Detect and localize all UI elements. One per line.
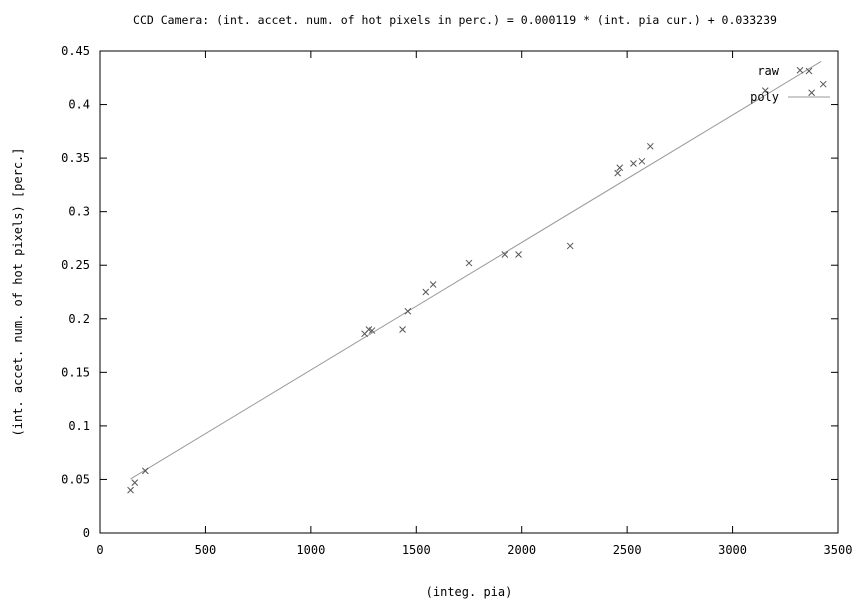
x-tick-label: 2000 — [507, 543, 536, 557]
x-axis-label: (integ. pia) — [426, 585, 513, 599]
data-point-raw — [399, 326, 406, 333]
legend-label-raw: raw — [757, 64, 779, 78]
data-point-raw — [429, 281, 437, 288]
data-point-raw — [819, 80, 827, 88]
x-tick-label: 2500 — [613, 543, 642, 557]
data-point-raw — [131, 479, 139, 487]
plot-area — [127, 61, 827, 494]
data-point-raw — [515, 251, 522, 258]
data-point-raw — [616, 164, 624, 172]
chart-title: CCD Camera: (int. accet. num. of hot pix… — [133, 13, 777, 27]
x-tick-label: 1000 — [296, 543, 325, 557]
x-tick-label: 3000 — [718, 543, 747, 557]
legend: raw poly — [750, 64, 830, 104]
data-point-raw — [141, 467, 149, 475]
data-point-raw — [501, 251, 509, 258]
y-tick-label: 0.35 — [61, 151, 90, 165]
data-point-raw — [646, 142, 654, 150]
legend-x-marker — [805, 67, 813, 75]
data-point-raw — [638, 157, 646, 165]
data-point-raw — [566, 242, 574, 250]
x-tick-label: 500 — [195, 543, 217, 557]
data-point-raw — [630, 160, 637, 167]
data-point-raw — [368, 327, 376, 334]
data-point-raw — [614, 169, 622, 177]
data-point-raw — [761, 87, 769, 94]
legend-label-poly: poly — [750, 90, 779, 104]
y-tick-label: 0.4 — [68, 98, 90, 112]
y-tick-label: 0.45 — [61, 44, 90, 58]
y-axis: 0 0.05 0.1 0.15 0.2 0.25 0.3 0.35 0.4 0.45 — [61, 44, 838, 540]
series-line-poly — [130, 61, 822, 480]
y-tick-label: 0.2 — [68, 312, 90, 326]
data-point-raw — [422, 288, 430, 296]
y-tick-label: 0 — [83, 526, 90, 540]
y-tick-label: 0.3 — [68, 205, 90, 219]
x-tick-label: 0 — [96, 543, 103, 557]
x-tick-label: 1500 — [402, 543, 431, 557]
x-axis: 0 500 1000 1500 2000 2500 3000 3500 — [96, 51, 852, 557]
data-point-raw — [465, 259, 473, 267]
data-point-raw — [796, 66, 804, 74]
data-point-raw — [127, 486, 134, 494]
x-tick-label: 3500 — [824, 543, 853, 557]
legend-marker-raw — [805, 67, 813, 75]
data-point-raw — [808, 89, 815, 97]
y-tick-label: 0.1 — [68, 419, 90, 433]
y-tick-label: 0.05 — [61, 472, 90, 486]
y-axis-label: (int. accet. num. of hot pixels) [perc.] — [11, 148, 25, 437]
data-point-raw — [404, 307, 412, 315]
y-tick-label: 0.15 — [61, 365, 90, 379]
plot-frame — [99, 50, 839, 534]
y-tick-label: 0.25 — [61, 258, 90, 272]
